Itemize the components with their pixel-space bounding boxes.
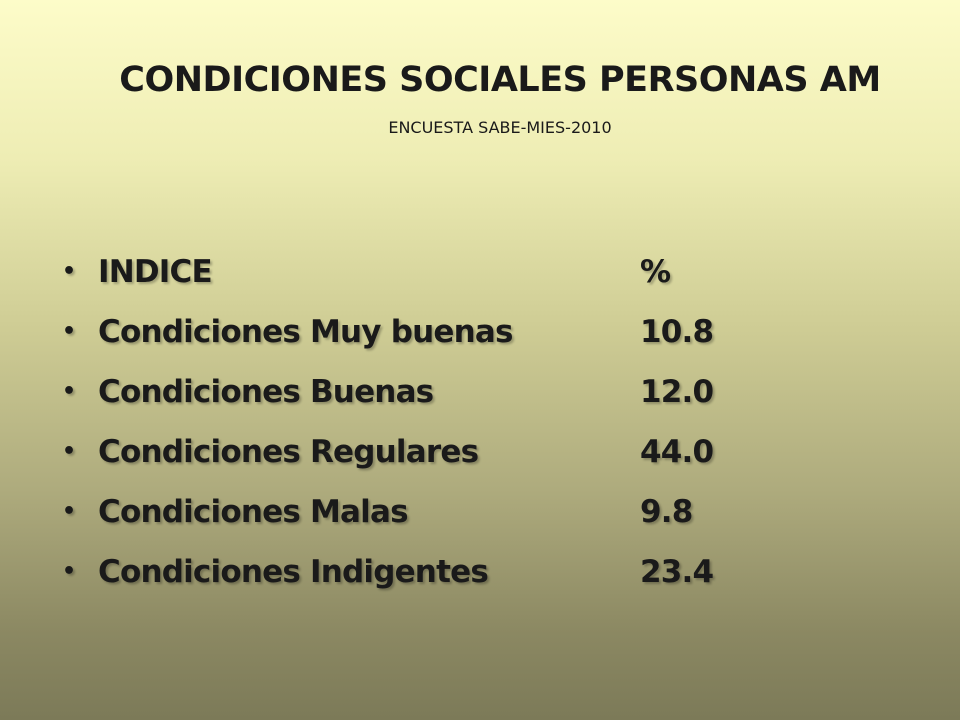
bullet-icon: • bbox=[62, 499, 76, 524]
item-label: Condiciones Indigentes bbox=[98, 554, 489, 590]
bullet-icon: • bbox=[62, 319, 76, 344]
item-value: 12.0 bbox=[640, 374, 714, 410]
bullet-icon: • bbox=[62, 439, 76, 464]
list-item: • Condiciones Regulares 44.0 bbox=[62, 426, 762, 486]
list-item: • Condiciones Muy buenas 10.8 bbox=[62, 306, 762, 366]
list-item: • Condiciones Buenas 12.0 bbox=[62, 366, 762, 426]
bullet-list: • INDICE % • Condiciones Muy buenas 10.8… bbox=[62, 246, 762, 606]
list-item: • Condiciones Malas 9.8 bbox=[62, 486, 762, 546]
item-label: Condiciones Muy buenas bbox=[98, 314, 513, 350]
bullet-icon: • bbox=[62, 259, 76, 284]
item-value: 44.0 bbox=[640, 434, 714, 470]
bullet-icon: • bbox=[62, 379, 76, 404]
item-value: 10.8 bbox=[640, 314, 714, 350]
item-value: 9.8 bbox=[640, 494, 693, 530]
slide-subtitle: ENCUESTA SABE-MIES-2010 bbox=[388, 118, 612, 137]
bullet-icon: • bbox=[62, 559, 76, 584]
list-header-row: • INDICE % bbox=[62, 246, 762, 306]
header-label: INDICE bbox=[98, 254, 213, 290]
header-value: % bbox=[640, 254, 671, 290]
item-label: Condiciones Regulares bbox=[98, 434, 479, 470]
item-value: 23.4 bbox=[640, 554, 714, 590]
list-item: • Condiciones Indigentes 23.4 bbox=[62, 546, 762, 606]
slide-title: CONDICIONES SOCIALES PERSONAS AM bbox=[119, 60, 881, 100]
item-label: Condiciones Buenas bbox=[98, 374, 434, 410]
item-label: Condiciones Malas bbox=[98, 494, 409, 530]
